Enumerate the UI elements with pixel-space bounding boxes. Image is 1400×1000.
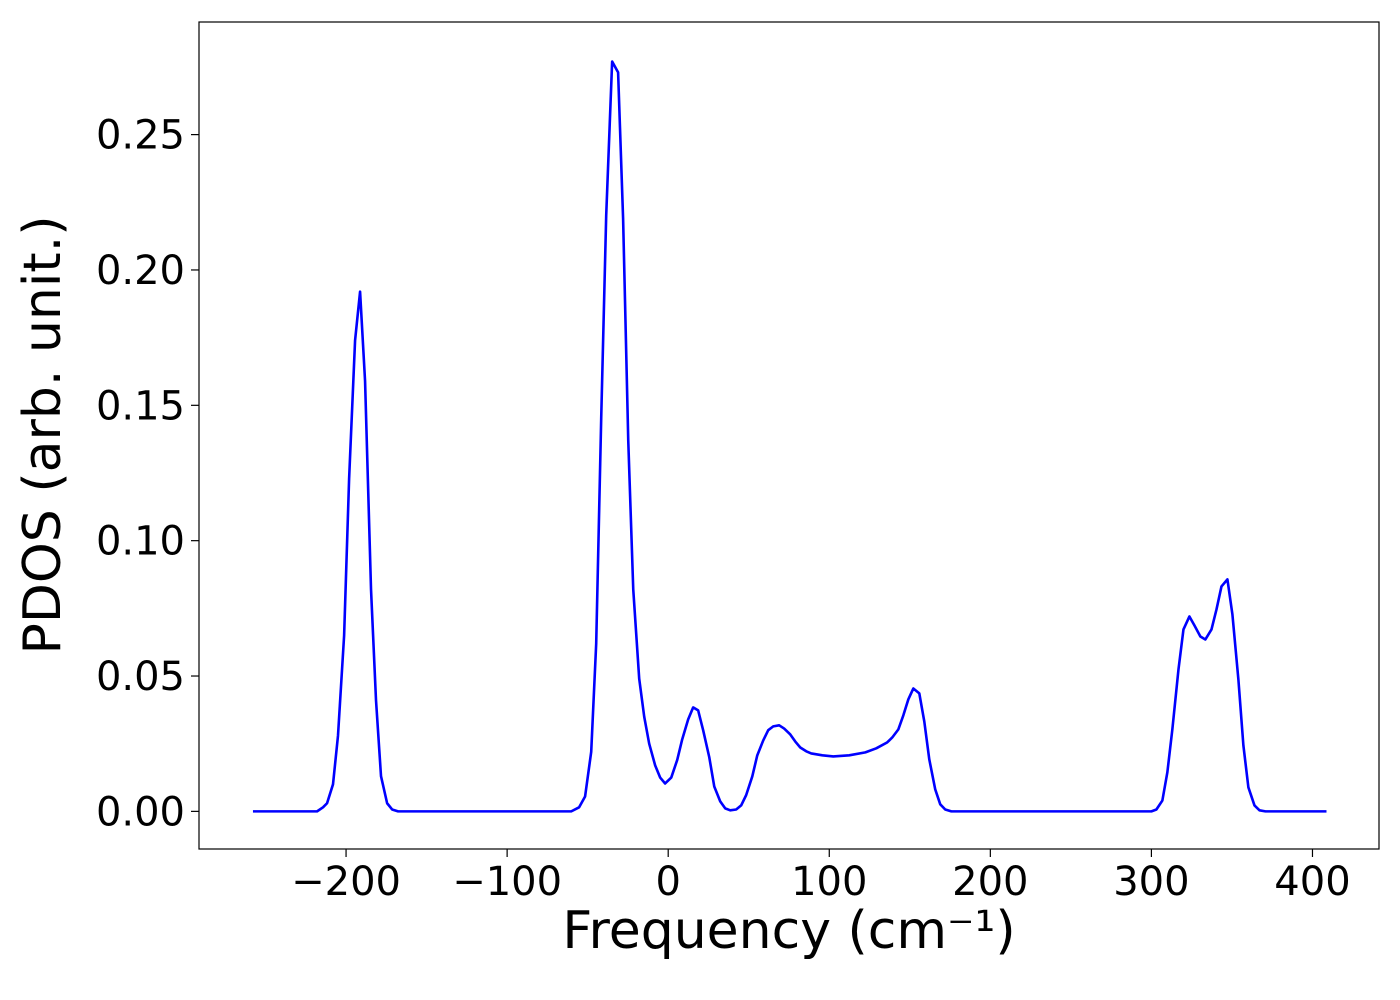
- line-series: [252, 60, 1327, 813]
- x-tick-label: 200: [952, 859, 1028, 905]
- plot-frame: [198, 21, 1380, 850]
- y-tick-label: 0.15: [96, 383, 185, 429]
- y-tick-label: 0.10: [96, 519, 185, 565]
- y-tick-label: 0.05: [96, 654, 185, 700]
- y-tick-label: 0.00: [96, 789, 185, 835]
- x-tick-label: 0: [655, 859, 680, 905]
- y-axis-label: PDOS (arb. unit.): [13, 215, 73, 654]
- x-tick-label: 300: [1113, 859, 1189, 905]
- x-tick-label: 400: [1274, 859, 1350, 905]
- x-tick-label: −200: [291, 859, 401, 905]
- x-tick-label: −100: [452, 859, 562, 905]
- y-tick-label: 0.25: [96, 113, 185, 159]
- x-axis-label: Frequency (cm⁻¹): [562, 901, 1015, 961]
- y-tick-label: 0.20: [96, 248, 185, 294]
- x-tick-label: 100: [791, 859, 867, 905]
